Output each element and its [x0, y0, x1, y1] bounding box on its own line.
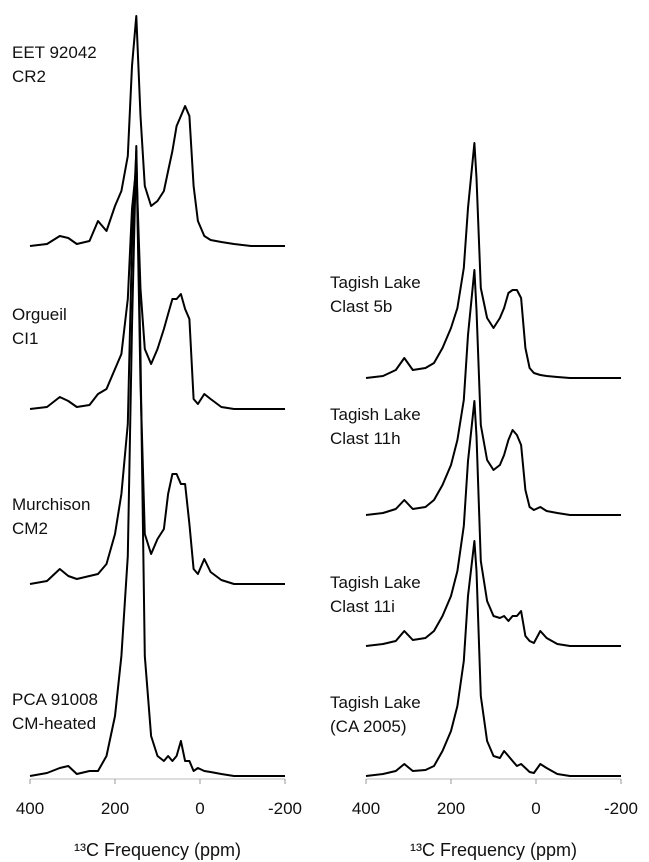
- spectrum-label: CI1: [12, 329, 38, 348]
- spectrum-line: [29, 145, 285, 777]
- spectrum-label: CM2: [12, 519, 48, 538]
- spectrum-label: Clast 11h: [330, 429, 401, 448]
- spectrum-line: [29, 15, 285, 247]
- x-axis-label: ¹³C Frequency (ppm): [74, 840, 241, 860]
- x-tick-label: 0: [195, 799, 204, 818]
- spectrum-line: [365, 269, 621, 516]
- spectrum-label: CM-heated: [12, 714, 96, 733]
- x-tick-label: 0: [531, 799, 540, 818]
- x-tick-label: -200: [268, 799, 302, 818]
- spectrum-label: Orgueil: [12, 305, 67, 324]
- x-tick-label: -200: [604, 799, 638, 818]
- spectrum-label: Tagish Lake: [330, 405, 421, 424]
- spectrum-label: Tagish Lake: [330, 273, 421, 292]
- spectrum-label: CR2: [12, 67, 46, 86]
- spectrum-label: Murchison: [12, 495, 90, 514]
- spectrum-label: Clast 5b: [330, 297, 392, 316]
- x-tick-label: 400: [352, 799, 380, 818]
- x-tick-label: 200: [437, 799, 465, 818]
- x-tick-label: 200: [101, 799, 129, 818]
- x-axis-label: ¹³C Frequency (ppm): [410, 840, 577, 860]
- spectrum-line: [365, 142, 621, 379]
- spectrum-label: EET 92042: [12, 43, 97, 62]
- spectrum-label: (CA 2005): [330, 717, 407, 736]
- spectrum-line: [29, 165, 285, 410]
- spectrum-label: Tagish Lake: [330, 573, 421, 592]
- spectrum-label: Tagish Lake: [330, 693, 421, 712]
- spectrum-label: Clast 11i: [330, 597, 395, 616]
- spectrum-label: PCA 91008: [12, 690, 98, 709]
- spectrum-line: [365, 400, 621, 647]
- spectrum-line: [29, 150, 285, 585]
- x-tick-label: 400: [16, 799, 44, 818]
- spectrum-line: [365, 540, 621, 777]
